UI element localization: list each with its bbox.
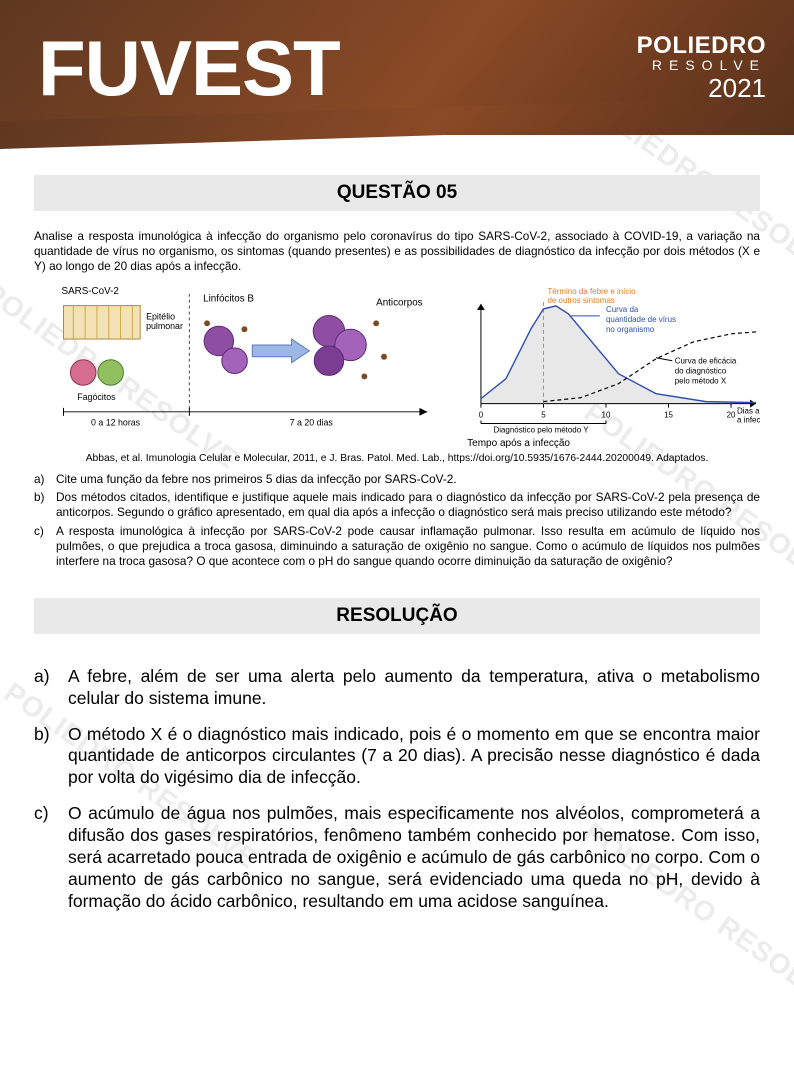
svg-text:5: 5: [541, 411, 546, 420]
svg-text:20: 20: [727, 411, 736, 420]
epithelium-label-1: Epitélio: [146, 312, 175, 322]
svg-text:Curva da: Curva da: [606, 305, 639, 314]
left-time-1: 0 a 12 horas: [91, 418, 141, 428]
brand-name: POLIEDRO: [637, 33, 766, 58]
virus-label: SARS-CoV-2: [62, 286, 119, 297]
lymphocytes-label: Linfócitos B: [203, 294, 254, 305]
svg-text:0: 0: [479, 411, 484, 420]
svg-text:a infecção: a infecção: [737, 416, 760, 425]
question-intro: Analise a resposta imunológica à infecçã…: [34, 229, 760, 274]
svg-text:Término da febre e início: Término da febre e início: [547, 287, 636, 296]
question-item-c: c)A resposta imunológica à infecção por …: [34, 524, 760, 569]
question-item-a: a)Cite uma função da febre nos primeiros…: [34, 472, 760, 487]
resolution-item-a: a)A febre, além de ser uma alerta pelo a…: [34, 666, 760, 710]
exam-title: FUVEST: [38, 29, 340, 107]
question-items: a)Cite uma função da febre nos primeiros…: [34, 472, 760, 569]
svg-text:Curva de eficácia: Curva de eficácia: [675, 357, 737, 366]
phagocytes-label: Fagócitos: [77, 392, 116, 402]
resolution-items: a)A febre, além de ser uma alerta pelo a…: [34, 666, 760, 913]
resolution-heading: RESOLUÇÃO: [34, 598, 760, 634]
antibodies-label: Anticorpos: [376, 298, 423, 309]
time-axis-caption: Tempo após a infecção: [34, 438, 760, 449]
citation-text: Abbas, et al. Imunologia Celular e Molec…: [34, 453, 760, 464]
brand-subtitle: RESOLVE: [637, 58, 766, 73]
svg-text:do diagnóstico: do diagnóstico: [675, 367, 727, 376]
figure-row: SARS-CoV-2 Epitélio pulmonar Fagócitos L…: [34, 284, 760, 434]
left-time-2: 7 a 20 dias: [290, 418, 334, 428]
epithelium-label-2: pulmonar: [146, 322, 183, 332]
brand-year: 2021: [637, 75, 766, 102]
resolution-item-c: c)O acúmulo de água nos pulmões, mais es…: [34, 803, 760, 912]
header-banner: FUVEST POLIEDRO RESOLVE 2021: [0, 0, 794, 135]
diagnosis-chart: 0 5 10 15 20 Término da febre e iníciode outr…: [461, 284, 760, 434]
svg-text:Dias após: Dias após: [737, 407, 760, 416]
svg-text:Diagnóstico pelo método Y: Diagnóstico pelo método Y: [493, 426, 589, 434]
svg-text:quantidade de vírus: quantidade de vírus: [606, 315, 676, 324]
svg-text:de outros sintomas: de outros sintomas: [547, 296, 614, 305]
page-content: QUESTÃO 05 Analise a resposta imunológic…: [0, 135, 794, 947]
resolution-item-b: b)O método X é o diagnóstico mais indica…: [34, 724, 760, 790]
immune-diagram: SARS-CoV-2 Epitélio pulmonar Fagócitos L…: [34, 284, 447, 434]
brand-block: POLIEDRO RESOLVE 2021: [637, 33, 766, 102]
question-item-b: b)Dos métodos citados, identifique e jus…: [34, 490, 760, 520]
question-heading: QUESTÃO 05: [34, 175, 760, 211]
svg-text:no organismo: no organismo: [606, 325, 655, 334]
svg-text:10: 10: [602, 411, 611, 420]
svg-text:pelo método X: pelo método X: [675, 377, 727, 386]
svg-text:15: 15: [664, 411, 673, 420]
